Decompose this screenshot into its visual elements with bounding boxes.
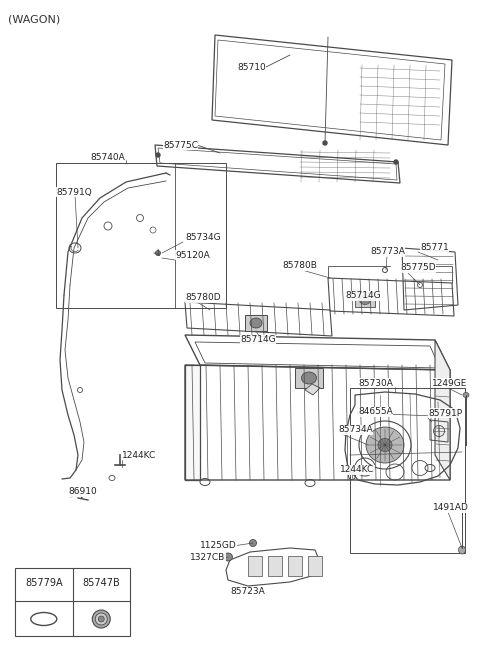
Text: 95120A: 95120A xyxy=(175,250,210,259)
Text: 1244KC: 1244KC xyxy=(122,451,156,460)
Ellipse shape xyxy=(458,546,466,554)
Ellipse shape xyxy=(156,153,160,157)
Ellipse shape xyxy=(250,540,256,546)
Text: (WAGON): (WAGON) xyxy=(8,14,60,24)
Ellipse shape xyxy=(156,250,160,255)
Ellipse shape xyxy=(360,295,371,305)
Ellipse shape xyxy=(463,392,469,398)
Text: 85734A: 85734A xyxy=(338,426,373,434)
Text: 85740A: 85740A xyxy=(90,153,125,162)
Text: 1327CB: 1327CB xyxy=(190,553,225,563)
Text: 85775C: 85775C xyxy=(163,141,198,149)
Text: 85714G: 85714G xyxy=(345,291,381,301)
Ellipse shape xyxy=(378,438,392,451)
Text: 85775D: 85775D xyxy=(400,263,436,272)
Bar xyxy=(56,163,226,308)
Text: 1249GE: 1249GE xyxy=(432,379,468,388)
Text: 85791P: 85791P xyxy=(428,409,462,417)
Text: 85714G: 85714G xyxy=(240,335,276,345)
Bar xyxy=(248,556,262,576)
Polygon shape xyxy=(185,365,200,480)
Text: 85780B: 85780B xyxy=(282,261,317,271)
Ellipse shape xyxy=(224,553,232,561)
Ellipse shape xyxy=(250,318,262,328)
Text: 85730A: 85730A xyxy=(358,379,393,388)
Text: 1491AD: 1491AD xyxy=(433,504,469,512)
Text: 85723A: 85723A xyxy=(230,588,265,597)
Ellipse shape xyxy=(95,613,107,625)
Bar xyxy=(308,556,322,576)
Text: 85710: 85710 xyxy=(237,62,266,71)
Text: 86910: 86910 xyxy=(68,487,97,496)
Bar xyxy=(245,315,267,331)
Bar xyxy=(15,568,130,636)
Text: 85771: 85771 xyxy=(420,244,449,252)
Bar xyxy=(268,556,282,576)
Text: 85747B: 85747B xyxy=(83,578,120,588)
Text: 85780D: 85780D xyxy=(185,293,221,303)
Polygon shape xyxy=(305,384,320,395)
Text: 84655A: 84655A xyxy=(358,407,393,417)
Bar xyxy=(350,388,465,553)
Ellipse shape xyxy=(92,610,110,628)
Bar xyxy=(295,368,323,388)
Ellipse shape xyxy=(323,141,327,145)
Bar xyxy=(288,556,302,576)
Ellipse shape xyxy=(98,616,104,622)
Text: 85791Q: 85791Q xyxy=(56,187,92,196)
Ellipse shape xyxy=(394,160,398,164)
Text: 85779A: 85779A xyxy=(25,578,62,588)
Ellipse shape xyxy=(301,372,316,384)
Text: 1244KC: 1244KC xyxy=(340,466,374,474)
Bar xyxy=(355,292,375,307)
Text: 85773A: 85773A xyxy=(370,248,405,257)
Text: 85734G: 85734G xyxy=(185,233,221,242)
Ellipse shape xyxy=(366,427,404,463)
Polygon shape xyxy=(435,340,450,480)
Text: 1125GD: 1125GD xyxy=(200,540,237,550)
